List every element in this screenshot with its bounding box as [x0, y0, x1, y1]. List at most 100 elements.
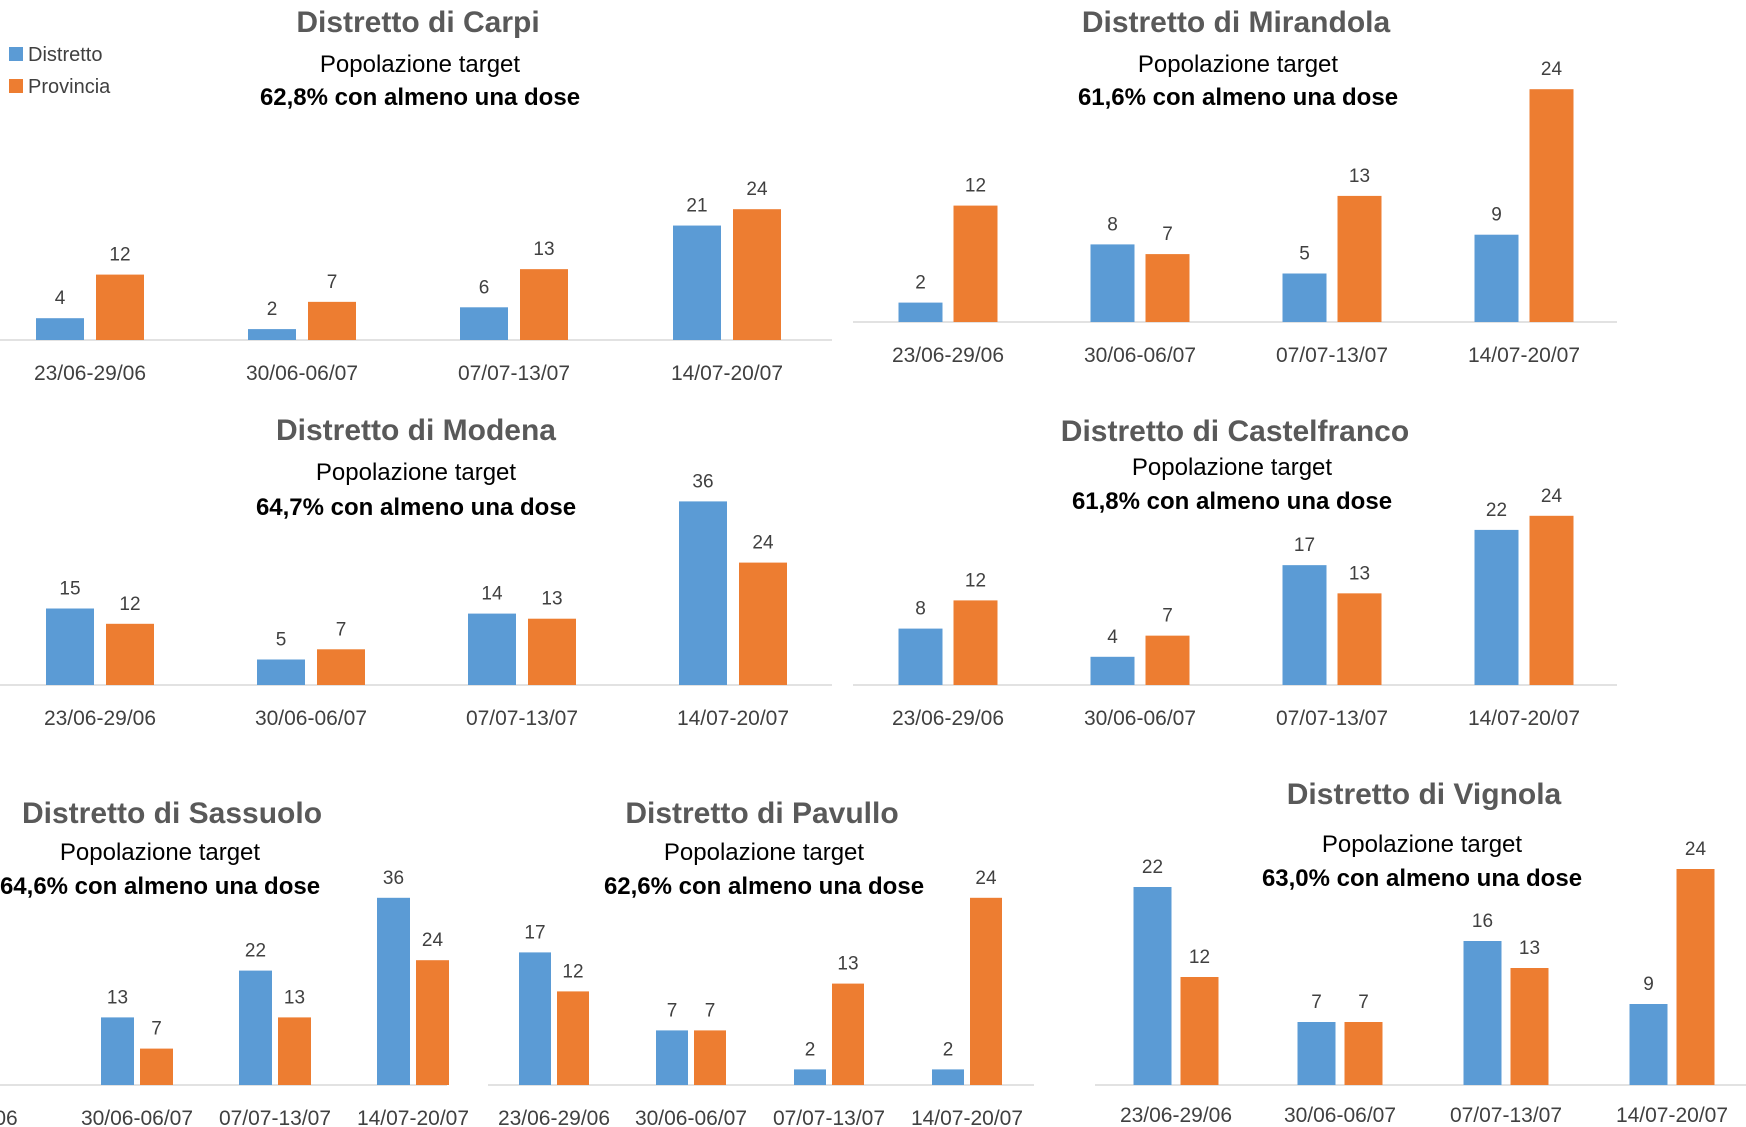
data-label-distretto: 14 [481, 584, 503, 605]
x-tick-label: 07/07-13/07 [1276, 707, 1388, 730]
bar-provincia [953, 205, 998, 322]
x-tick-label: 30/06-06/07 [246, 362, 358, 385]
chart-title-4: Distretto di Castelfranco [1061, 415, 1409, 448]
x-tick-label: 14/07-20/07 [357, 1107, 469, 1127]
bar-distretto [468, 613, 516, 685]
chart-subtitle-3: Popolazione target [316, 459, 516, 486]
chart-subtitle-bold-4: 61,8% con almeno una dose [1072, 488, 1392, 515]
data-label-provincia: 12 [1189, 947, 1210, 968]
data-label-distretto: 6 [479, 277, 490, 298]
data-label-distretto: 4 [1107, 627, 1118, 648]
chart-title-1: Distretto di Carpi [296, 6, 539, 39]
data-label-distretto: 21 [686, 196, 707, 217]
bar-distretto [1297, 1022, 1336, 1085]
data-label-provincia: 12 [562, 961, 583, 982]
bar-provincia [733, 209, 781, 340]
data-label-provincia: 12 [119, 594, 140, 615]
chart-title-7: Distretto di Vignola [1287, 778, 1562, 811]
x-tick-label: 07/07-13/07 [773, 1107, 885, 1127]
chart-subtitle-bold-2: 61,6% con almeno una dose [1078, 84, 1398, 111]
data-label-distretto: 16 [1472, 911, 1493, 932]
bar-provincia [739, 562, 787, 685]
x-tick-label: 14/07-20/07 [1468, 707, 1580, 730]
x-tick-label: 23/06-29/06 [892, 344, 1004, 367]
data-label-provincia: 24 [746, 179, 768, 200]
data-label-distretto: 9 [1643, 974, 1654, 995]
x-tick-label: 23/06-29/06 [498, 1107, 610, 1127]
data-label-distretto: 2 [915, 273, 926, 294]
data-label-provincia: 13 [837, 954, 858, 975]
x-tick-label: 30/06-06/07 [1084, 707, 1196, 730]
bar-distretto [679, 501, 727, 685]
data-label-distretto: 17 [524, 922, 545, 943]
x-tick-label: 06 [0, 1107, 18, 1127]
bar-provincia [528, 618, 576, 685]
bar-distretto [46, 608, 94, 685]
data-label-provincia: 24 [1685, 839, 1707, 860]
bar-distretto [898, 628, 943, 685]
data-label-distretto: 4 [55, 288, 66, 309]
x-tick-label: 14/07-20/07 [1616, 1104, 1728, 1127]
x-tick-label: 14/07-20/07 [677, 707, 789, 730]
data-label-provincia: 13 [1519, 938, 1540, 959]
data-label-provincia: 24 [975, 868, 997, 889]
bar-provincia [953, 600, 998, 685]
chart-subtitle-bold-6: 62,6% con almeno una dose [604, 873, 924, 900]
chart-subtitle-5: Popolazione target [60, 839, 260, 866]
chart-title-5: Distretto di Sassuolo [22, 797, 322, 830]
data-label-distretto: 5 [276, 630, 287, 651]
data-label-provincia: 7 [1162, 224, 1173, 245]
bar-provincia [1676, 869, 1715, 1085]
bar-provincia [1337, 593, 1382, 685]
bar-distretto [257, 659, 305, 685]
data-label-distretto: 15 [59, 579, 80, 600]
chart-subtitle-6: Popolazione target [664, 839, 864, 866]
bar-provincia [1180, 977, 1219, 1085]
data-label-distretto: 2 [805, 1039, 816, 1060]
data-label-provincia: 12 [965, 176, 986, 197]
bar-distretto [1629, 1004, 1668, 1085]
bar-distretto [673, 225, 721, 340]
x-tick-label: 30/06-06/07 [81, 1107, 193, 1127]
data-label-distretto: 36 [692, 471, 713, 492]
legend-swatch-distretto [9, 47, 23, 61]
bar-distretto [1090, 244, 1135, 322]
data-label-distretto: 13 [107, 987, 128, 1008]
bar-provincia [1337, 195, 1382, 322]
data-label-provincia: 7 [705, 1000, 716, 1021]
bar-distretto [377, 897, 410, 1085]
bar-provincia [416, 960, 449, 1085]
x-tick-label: 07/07-13/07 [219, 1107, 331, 1127]
bar-distretto [1133, 887, 1172, 1085]
data-label-distretto: 22 [1142, 857, 1163, 878]
bar-provincia [1529, 89, 1574, 322]
data-label-provincia: 13 [541, 589, 562, 610]
data-label-provincia: 12 [109, 245, 130, 266]
bar-provincia [1510, 968, 1549, 1085]
data-label-provincia: 7 [1162, 606, 1173, 627]
x-tick-label: 14/07-20/07 [911, 1107, 1023, 1127]
x-tick-label: 07/07-13/07 [458, 362, 570, 385]
bar-provincia [694, 1030, 726, 1085]
bar-distretto [460, 307, 508, 340]
data-label-distretto: 2 [943, 1039, 954, 1060]
data-label-provincia: 13 [533, 239, 554, 260]
data-label-distretto: 2 [267, 299, 278, 320]
data-label-distretto: 5 [1299, 244, 1310, 265]
x-tick-label: 14/07-20/07 [671, 362, 783, 385]
data-label-provincia: 7 [336, 619, 347, 640]
bar-distretto [794, 1069, 826, 1085]
bar-distretto [1090, 656, 1135, 685]
bar-provincia [317, 649, 365, 685]
bar-provincia [1529, 515, 1574, 685]
bar-provincia [1344, 1022, 1383, 1085]
bar-distretto [248, 329, 296, 340]
data-label-provincia: 24 [1541, 486, 1563, 507]
bar-distretto [656, 1030, 688, 1085]
legend-label-distretto: Distretto [28, 44, 102, 66]
bar-provincia [1145, 254, 1190, 322]
chart-title-3: Distretto di Modena [276, 414, 556, 447]
bar-provincia [520, 269, 568, 340]
legend: Distretto Provincia [9, 44, 111, 98]
